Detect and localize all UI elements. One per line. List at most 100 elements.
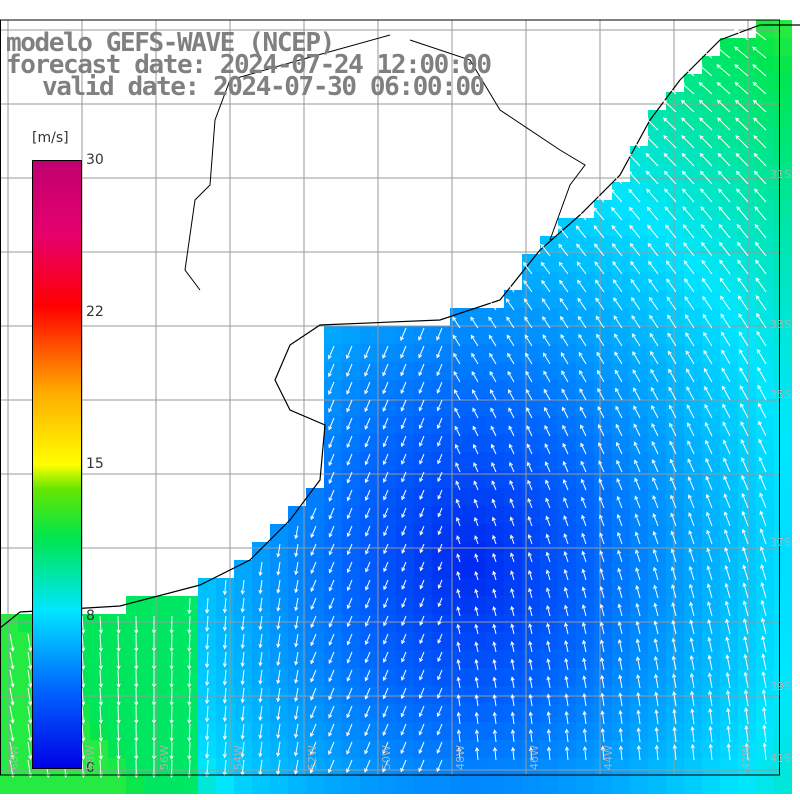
wind-arrow-head	[418, 731, 423, 736]
wind-arrow-head	[418, 442, 423, 447]
wind-arrow-head	[364, 407, 369, 413]
wind-arrow-head	[116, 665, 121, 671]
wind-arrow	[492, 571, 497, 581]
wind-arrow	[277, 579, 281, 593]
wind-arrow-head	[582, 692, 587, 698]
wind-arrow	[718, 224, 731, 239]
wind-arrow	[669, 405, 677, 419]
wind-cell	[324, 758, 342, 776]
wind-cell	[108, 758, 126, 776]
wind-arrow	[27, 723, 32, 741]
wind-arrow-head	[240, 662, 245, 668]
wind-arrow-head	[169, 701, 174, 707]
wind-arrow	[738, 295, 749, 311]
wind-cell	[738, 56, 756, 74]
wind-arrow-head	[758, 456, 763, 462]
wind-arrow	[527, 480, 533, 491]
wind-arrow	[613, 297, 623, 311]
wind-arrow-head	[400, 749, 405, 755]
wind-arrow-head	[240, 626, 245, 631]
wind-arrow-head	[663, 152, 668, 158]
wind-arrow-head	[310, 696, 315, 701]
wind-arrow-head	[528, 728, 533, 734]
wind-arrow	[736, 188, 749, 203]
wind-arrow-head	[453, 370, 458, 376]
wind-cell	[486, 416, 504, 434]
wind-arrow-head	[744, 724, 749, 730]
wind-cell	[342, 722, 360, 740]
wind-arrow	[689, 548, 695, 563]
wind-arrow	[493, 712, 497, 725]
wind-cell	[414, 704, 432, 722]
wind-arrow-head	[542, 316, 547, 321]
wind-arrow	[524, 298, 533, 311]
wind-cell	[378, 776, 396, 794]
wind-arrow	[528, 534, 533, 545]
wind-arrow	[565, 676, 569, 689]
wind-arrow-head	[222, 681, 227, 686]
wind-arrow-head	[600, 727, 605, 733]
wind-arrow-head	[689, 601, 694, 607]
wind-cell	[756, 434, 774, 452]
wind-arrow-head	[151, 647, 157, 653]
wind-cell	[378, 596, 396, 614]
wind-arrow	[295, 723, 299, 738]
wind-cell	[522, 344, 540, 362]
wind-cell	[450, 452, 468, 470]
wind-arrow	[310, 525, 317, 538]
wind-arrow	[27, 651, 32, 669]
wind-arrow-head	[688, 583, 693, 589]
wind-arrow-head	[294, 679, 299, 684]
wind-cell	[720, 416, 738, 434]
wind-arrow-head	[472, 407, 477, 412]
wind-arrow-head	[651, 459, 656, 464]
wind-arrow	[577, 298, 587, 311]
wind-arrow-head	[328, 390, 332, 395]
wind-cell	[594, 632, 612, 650]
wind-arrow-head	[690, 708, 695, 713]
wind-arrow	[663, 82, 677, 95]
wind-cell	[666, 542, 684, 560]
wind-cell	[324, 560, 342, 578]
wind-cell	[630, 398, 648, 416]
wind-cell	[738, 326, 756, 344]
wind-arrow-head	[707, 636, 712, 642]
wind-cell	[648, 506, 666, 524]
wind-arrow-head	[364, 731, 369, 737]
wind-arrow	[295, 597, 299, 611]
wind-arrow	[663, 117, 677, 131]
wind-cell	[378, 560, 396, 578]
wind-cell	[360, 686, 378, 704]
wind-arrow-head	[509, 461, 513, 467]
wind-arrow-head	[759, 510, 764, 515]
wind-cell	[378, 614, 396, 632]
wind-cell	[774, 362, 792, 380]
wind-cell	[360, 758, 378, 776]
wind-cell	[558, 254, 576, 272]
wind-arrow	[565, 711, 569, 725]
wind-arrow	[668, 369, 677, 383]
wind-arrow	[328, 453, 335, 466]
wind-arrow	[701, 242, 713, 257]
wind-cell	[252, 776, 270, 794]
wind-arrow	[277, 669, 281, 684]
wind-arrow-head	[681, 152, 686, 158]
wind-cell	[738, 776, 756, 794]
wind-arrow-head	[10, 755, 15, 760]
wind-arrow-head	[546, 622, 551, 628]
wind-arrow-head	[752, 64, 757, 69]
wind-arrow	[546, 552, 551, 563]
wind-cell	[558, 758, 576, 776]
wind-cell	[396, 506, 414, 524]
wind-cell	[774, 344, 792, 362]
wind-arrow-head	[725, 672, 730, 677]
wind-cell	[702, 686, 720, 704]
wind-cell	[756, 596, 774, 614]
wind-arrow	[117, 669, 120, 688]
wind-arrow-head	[454, 443, 459, 449]
wind-arrow-head	[81, 665, 86, 670]
wind-arrow	[491, 444, 497, 455]
wind-cell	[198, 776, 216, 794]
wind-cell	[702, 290, 720, 308]
wind-arrow-head	[401, 603, 406, 608]
